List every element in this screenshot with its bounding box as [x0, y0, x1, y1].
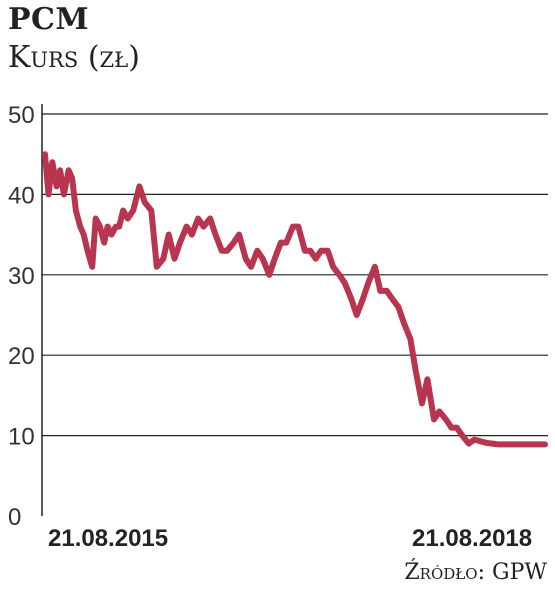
- x-tick-label: 21.08.2015: [48, 525, 168, 552]
- y-tick-label: 30: [8, 263, 35, 290]
- y-tick-label: 40: [8, 182, 35, 209]
- y-tick-labels: 0 10 20 30 40 50: [8, 102, 35, 531]
- y-tick-label: 50: [8, 102, 35, 129]
- y-tick-label: 20: [8, 343, 35, 370]
- y-tick-label: 0: [8, 504, 21, 531]
- chart-subtitle: Kurs (zł): [8, 40, 140, 75]
- source-note: Źródło: GPW: [404, 560, 547, 585]
- x-tick-labels: 21.08.2015 21.08.2018: [48, 525, 532, 552]
- x-tick-label: 21.08.2018: [412, 525, 532, 552]
- y-tick-label: 10: [8, 424, 35, 451]
- chart-title: PCM: [8, 2, 90, 37]
- gridlines: [41, 104, 548, 516]
- price-line: [42, 151, 548, 448]
